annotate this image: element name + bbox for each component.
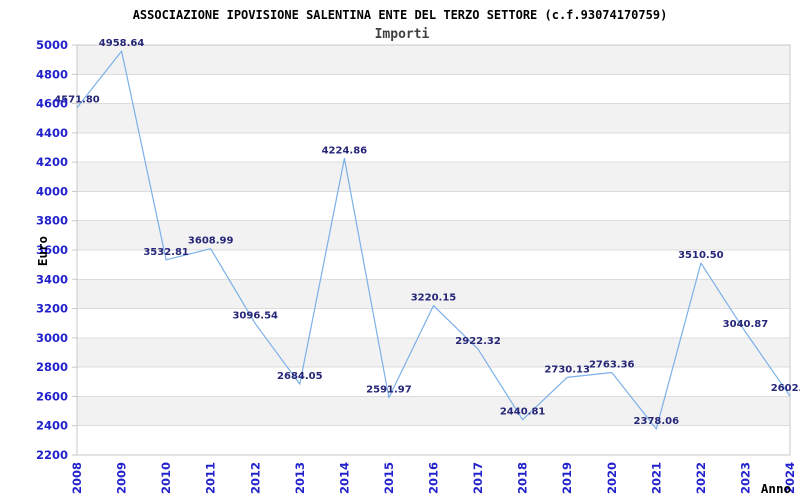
y-tick-label: 4800 bbox=[36, 67, 68, 81]
y-tick-label: 3600 bbox=[36, 243, 68, 257]
point-value-label: 2591.97 bbox=[366, 385, 412, 396]
y-axis-labels-layer: 5000 4800 4600 4400 4200 4000 3800 3600 3400 3200… bbox=[36, 38, 77, 462]
x-tick-label: 2022 bbox=[694, 462, 708, 494]
x-tick-label: 2013 bbox=[293, 462, 307, 494]
y-tick-label: 3400 bbox=[36, 272, 68, 286]
x-tick-label: 2019 bbox=[560, 462, 574, 494]
point-value-label: 3096.54 bbox=[232, 311, 278, 322]
background-band bbox=[77, 279, 790, 309]
point-value-label: 4958.64 bbox=[99, 38, 145, 49]
y-axis-title: Euro bbox=[35, 236, 50, 266]
x-tick-label: 2010 bbox=[159, 462, 173, 494]
x-tick-label: 2014 bbox=[337, 462, 351, 494]
y-tick-label: 4200 bbox=[36, 155, 68, 169]
point-value-label: 2378.06 bbox=[634, 416, 680, 427]
background-band bbox=[77, 337, 790, 368]
y-tick-label: 4000 bbox=[36, 184, 68, 198]
y-tick-label: 2400 bbox=[36, 419, 68, 433]
point-value-label: 4224.86 bbox=[322, 146, 368, 157]
y-tick-label: 3800 bbox=[36, 214, 68, 228]
x-tick-label: 2023 bbox=[738, 462, 752, 494]
point-value-label: 3608.99 bbox=[188, 236, 234, 247]
point-value-label: 3532.81 bbox=[143, 247, 189, 258]
chart-subtitle: Importi bbox=[375, 27, 430, 42]
x-tick-label: 2009 bbox=[115, 462, 129, 494]
y-tick-label: 2200 bbox=[36, 448, 68, 462]
y-tick-label: 4600 bbox=[36, 97, 68, 111]
x-axis-title: Anno bbox=[761, 481, 791, 496]
point-value-label: 2730.13 bbox=[544, 364, 590, 375]
data-series-layer bbox=[76, 50, 791, 430]
x-tick-label: 2021 bbox=[649, 462, 663, 494]
y-tick-label: 2600 bbox=[36, 389, 68, 403]
point-value-label: 2602.8 bbox=[771, 383, 800, 394]
x-tick-label: 2016 bbox=[427, 462, 441, 494]
point-value-label: 2922.32 bbox=[455, 336, 501, 347]
background-band bbox=[77, 396, 790, 426]
background-band bbox=[77, 103, 790, 133]
x-tick-label: 2020 bbox=[605, 462, 619, 494]
point-value-label: 3040.87 bbox=[723, 319, 769, 330]
x-axis-labels-layer: 2008 2009 2010 2011 2012 2013 2014 2015 2016 2017… bbox=[70, 462, 797, 494]
point-value-label: 4571.80 bbox=[54, 95, 100, 106]
y-tick-label: 2800 bbox=[36, 360, 68, 374]
x-tick-label: 2024 bbox=[783, 462, 797, 494]
chart-title: ASSOCIAZIONE IPOVISIONE SALENTINA ENTE D… bbox=[133, 8, 668, 22]
y-tick-label: 3200 bbox=[36, 302, 68, 316]
x-tick-label: 2015 bbox=[382, 462, 396, 494]
point-value-label: 2763.36 bbox=[589, 360, 635, 371]
y-tick-label: 5000 bbox=[36, 38, 68, 52]
point-value-label: 2684.05 bbox=[277, 371, 323, 382]
x-tick-label: 2008 bbox=[70, 462, 84, 494]
background-band bbox=[77, 220, 790, 250]
x-tick-label: 2018 bbox=[516, 462, 530, 494]
point-value-label: 3510.50 bbox=[678, 250, 724, 261]
background-band bbox=[77, 162, 790, 192]
x-tick-label: 2011 bbox=[204, 462, 218, 494]
plot-background-bands bbox=[77, 45, 790, 426]
y-tick-label: 3000 bbox=[36, 331, 68, 345]
background-band bbox=[77, 45, 790, 75]
x-tick-label: 2017 bbox=[471, 462, 485, 494]
importi-series-line bbox=[76, 50, 791, 430]
point-value-label: 2440.81 bbox=[500, 407, 546, 418]
y-tick-label: 4400 bbox=[36, 126, 68, 140]
point-value-label: 3220.15 bbox=[411, 293, 457, 304]
x-tick-label: 2012 bbox=[248, 462, 262, 494]
